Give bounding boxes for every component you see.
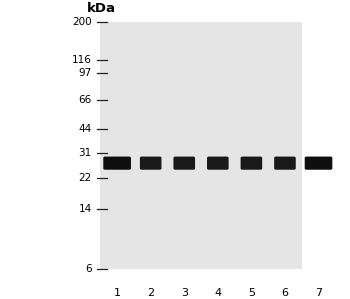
Text: 2: 2 [147,288,154,298]
Text: 4: 4 [214,288,222,298]
FancyBboxPatch shape [305,157,332,170]
Text: 66: 66 [78,95,92,105]
Text: 116: 116 [72,56,92,65]
Text: 1: 1 [114,288,121,298]
FancyBboxPatch shape [207,157,229,170]
FancyBboxPatch shape [140,157,161,170]
Text: 97: 97 [78,68,92,78]
Text: 44: 44 [78,124,92,134]
Text: 14: 14 [78,205,92,214]
Bar [100,22,302,269]
FancyBboxPatch shape [103,157,131,170]
Text: 31: 31 [78,148,92,158]
Text: 5: 5 [248,288,255,298]
FancyBboxPatch shape [240,157,262,170]
Text: 200: 200 [72,17,92,27]
Text: 3: 3 [181,288,188,298]
Text: kDa: kDa [86,2,116,15]
FancyBboxPatch shape [174,157,195,170]
Text: 6: 6 [85,264,92,274]
Text: 6: 6 [281,288,288,298]
Text: 7: 7 [315,288,322,298]
Text: 22: 22 [78,173,92,183]
FancyBboxPatch shape [274,157,296,170]
